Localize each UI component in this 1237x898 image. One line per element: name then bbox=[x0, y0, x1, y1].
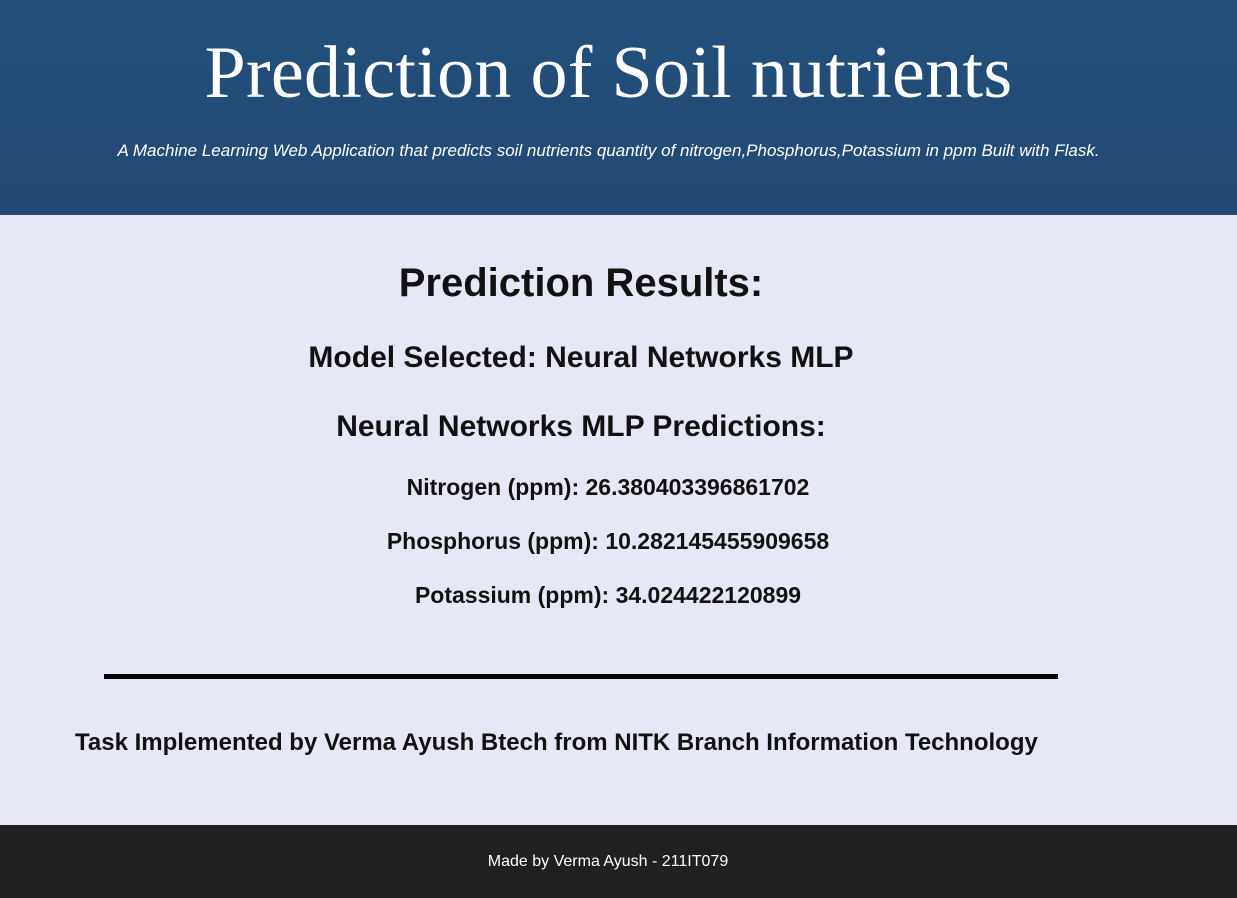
model-selected-heading: Model Selected: Neural Networks MLP bbox=[0, 340, 1162, 376]
page-title: Prediction of Soil nutrients bbox=[204, 32, 1013, 114]
model-selected-value: Neural Networks MLP bbox=[545, 341, 854, 374]
model-selected-label: Model Selected: bbox=[308, 341, 546, 374]
potassium-prediction: Potassium (ppm): 34.024422120899 bbox=[0, 581, 1216, 635]
prediction-list: Nitrogen (ppm): 26.380403396861702 Phosp… bbox=[0, 473, 1216, 635]
potassium-label: Potassium (ppm): bbox=[414, 582, 616, 608]
potassium-value: 34.024422120899 bbox=[615, 582, 802, 608]
section-divider bbox=[104, 674, 1058, 679]
nitrogen-label: Nitrogen (ppm): bbox=[406, 474, 586, 500]
page-footer: Made by Verma Ayush - 211IT079 bbox=[0, 825, 1237, 898]
main-content: Prediction Results: Model Selected: Neur… bbox=[0, 215, 1237, 825]
page-subtitle: A Machine Learning Web Application that … bbox=[117, 141, 1100, 160]
nitrogen-value: 26.380403396861702 bbox=[585, 474, 810, 500]
predictions-heading: Neural Networks MLP Predictions: bbox=[336, 410, 826, 443]
page-header: Prediction of Soil nutrients A Machine L… bbox=[0, 0, 1237, 215]
phosphorus-value: 10.282145455909658 bbox=[605, 528, 830, 554]
results-title: Prediction Results: bbox=[398, 261, 764, 305]
phosphorus-label: Phosphorus (ppm): bbox=[386, 528, 606, 554]
nitrogen-prediction: Nitrogen (ppm): 26.380403396861702 bbox=[0, 473, 1216, 527]
footer-text: Made by Verma Ayush - 211IT079 bbox=[487, 853, 729, 870]
phosphorus-prediction: Phosphorus (ppm): 10.282145455909658 bbox=[0, 527, 1216, 581]
credit-text: Task Implemented by Verma Ayush Btech fr… bbox=[75, 729, 1038, 756]
